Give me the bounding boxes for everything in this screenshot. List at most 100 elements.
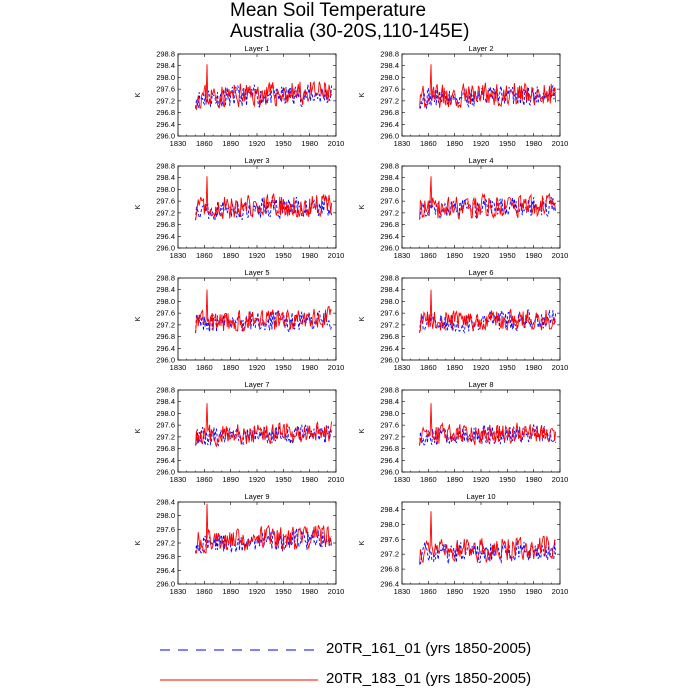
y-tick-label: 296.0 — [156, 580, 175, 589]
y-tick-label: 298.8 — [156, 162, 175, 171]
y-axis-label: K — [133, 204, 142, 209]
series-line-20TR_183_01 — [419, 511, 556, 565]
y-axis-label: K — [357, 204, 366, 209]
x-tick-label: 1920 — [473, 251, 490, 260]
panel-frame — [401, 501, 561, 585]
y-tick-label: 296.4 — [156, 232, 175, 241]
x-tick-label: 1920 — [249, 251, 266, 260]
y-tick-label: 296.0 — [380, 132, 399, 141]
x-tick-label: 1950 — [499, 587, 516, 596]
x-tick-label: 1950 — [499, 251, 516, 260]
x-tick-label: 2010 — [328, 251, 345, 260]
x-tick-label: 1830 — [170, 363, 187, 372]
y-tick-label: 296.4 — [380, 456, 399, 465]
x-tick-label: 1860 — [420, 251, 437, 260]
series-line-20TR_183_01 — [195, 64, 333, 111]
x-tick-label: 1860 — [196, 475, 213, 484]
y-tick-label: 298.8 — [380, 274, 399, 283]
y-tick-label: 297.2 — [156, 432, 175, 441]
x-tick-label: 1950 — [275, 363, 292, 372]
x-tick-label: 1980 — [525, 587, 542, 596]
y-tick-label: 298.0 — [156, 409, 175, 418]
x-tick-label: 1980 — [525, 251, 542, 260]
y-tick-label: 297.6 — [380, 85, 399, 94]
panel-title: Layer 1 — [244, 44, 269, 53]
y-tick-label: 298.4 — [380, 505, 399, 514]
series-line-20TR_161_01 — [419, 196, 556, 221]
y-tick-label: 296.8 — [156, 552, 175, 561]
legend-item-183: 20TR_183_01 (yrs 1850-2005) — [160, 668, 580, 692]
panel-title: Layer 8 — [468, 380, 493, 389]
panel-layer-5: Layer 5 K 296.0 296.4 296.8 297.2 297.6 298.0 29… — [133, 268, 344, 372]
series-line-20TR_183_01 — [195, 176, 333, 220]
x-tick-label: 2010 — [552, 251, 569, 260]
x-tick-label: 2010 — [552, 587, 569, 596]
y-tick-label: 297.2 — [156, 539, 175, 548]
y-tick-label: 298.4 — [380, 61, 399, 70]
panel-title: Layer 10 — [466, 492, 495, 501]
y-tick-label: 298.0 — [380, 409, 399, 418]
y-tick-label: 297.2 — [156, 208, 175, 217]
panel-frame — [401, 389, 561, 473]
y-tick-label: 296.8 — [380, 565, 399, 574]
y-tick-label: 298.4 — [156, 397, 175, 406]
x-tick-label: 1860 — [420, 139, 437, 148]
y-tick-label: 298.8 — [380, 386, 399, 395]
x-tick-label: 2010 — [328, 363, 345, 372]
x-tick-label: 2010 — [328, 587, 345, 596]
y-tick-label: 296.4 — [380, 344, 399, 353]
x-tick-label: 1950 — [499, 139, 516, 148]
series-line-20TR_183_01 — [195, 289, 332, 333]
x-tick-label: 1890 — [446, 139, 463, 148]
y-tick-label: 298.0 — [156, 185, 175, 194]
x-tick-label: 1980 — [301, 475, 318, 484]
y-tick-label: 298.8 — [156, 50, 175, 59]
panel-title: Layer 2 — [468, 44, 493, 53]
chart-subtitle: Australia (30-20S,110-145E) — [230, 21, 470, 42]
x-tick-label: 1920 — [249, 587, 266, 596]
x-tick-label: 1830 — [394, 475, 411, 484]
x-tick-label: 1890 — [222, 139, 239, 148]
x-tick-label: 1950 — [499, 475, 516, 484]
panel-title: Layer 6 — [468, 268, 493, 277]
panel-layer-4: Layer 4 K 296.0 296.4 296.8 297.2 297.6 298.0 29… — [357, 156, 568, 260]
x-tick-label: 1890 — [446, 475, 463, 484]
legend-item-161: 20TR_161_01 (yrs 1850-2005) — [160, 638, 580, 662]
y-tick-label: 297.2 — [380, 96, 399, 105]
x-tick-label: 1950 — [499, 363, 516, 372]
y-tick-label: 296.8 — [380, 108, 399, 117]
x-tick-label: 1920 — [249, 475, 266, 484]
y-tick-label: 297.2 — [156, 320, 175, 329]
y-tick-label: 296.8 — [156, 444, 175, 453]
y-tick-label: 298.4 — [380, 173, 399, 182]
y-tick-label: 297.2 — [156, 96, 175, 105]
y-tick-label: 297.2 — [380, 550, 399, 559]
series-line-20TR_183_01 — [419, 64, 557, 109]
x-tick-label: 1980 — [525, 139, 542, 148]
y-tick-label: 298.0 — [156, 511, 175, 520]
x-tick-label: 2010 — [552, 139, 569, 148]
panel-frame — [177, 501, 337, 585]
series-line-20TR_183_01 — [195, 503, 333, 554]
x-tick-label: 2010 — [328, 475, 345, 484]
x-tick-label: 1890 — [446, 587, 463, 596]
legend-swatch-solid — [160, 679, 318, 681]
panel-layer-3: Layer 3 K 296.0 296.4 296.8 297.2 297.6 298.0 29… — [133, 156, 344, 260]
y-tick-label: 298.8 — [156, 386, 175, 395]
y-axis-label: K — [357, 316, 366, 321]
panel-title: Layer 7 — [244, 380, 269, 389]
x-tick-label: 1830 — [394, 587, 411, 596]
x-tick-label: 1860 — [196, 363, 213, 372]
y-tick-label: 298.0 — [380, 297, 399, 306]
x-tick-label: 1920 — [249, 363, 266, 372]
x-tick-label: 1890 — [222, 363, 239, 372]
y-tick-label: 298.4 — [380, 285, 399, 294]
y-tick-label: 297.6 — [156, 197, 175, 206]
x-tick-label: 1890 — [222, 475, 239, 484]
x-tick-label: 1920 — [473, 363, 490, 372]
legend-label-183: 20TR_183_01 (yrs 1850-2005) — [326, 670, 532, 687]
y-tick-label: 297.6 — [380, 197, 399, 206]
panel-layer-10: Layer 10 K 296.4 296.8 297.2 297.6 298.0 298.4 1… — [357, 492, 568, 596]
y-tick-label: 297.6 — [380, 309, 399, 318]
y-tick-label: 296.8 — [380, 332, 399, 341]
